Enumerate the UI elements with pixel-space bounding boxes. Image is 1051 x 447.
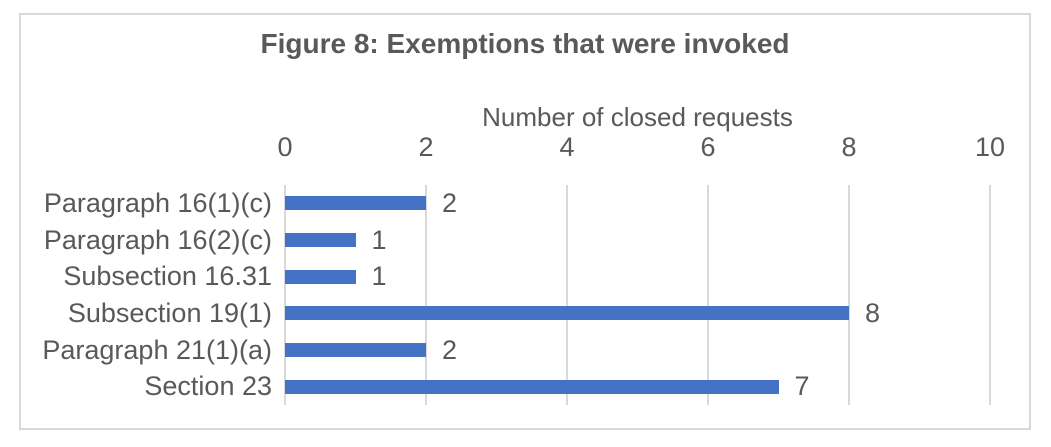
gridline (425, 185, 427, 405)
x-tick-label: 2 (418, 132, 434, 162)
bar-row: 2 (285, 332, 990, 369)
bar-value-label: 2 (442, 334, 458, 365)
bar-row: 1 (285, 258, 990, 295)
bar (285, 342, 426, 357)
bar (285, 232, 356, 247)
category-label: Section 23 (144, 371, 272, 402)
bar (285, 196, 426, 211)
gridline (989, 185, 991, 405)
x-tick-label: 4 (559, 132, 575, 162)
category-label: Subsection 16.31 (63, 261, 272, 292)
bar-value-label: 8 (865, 298, 881, 328)
bar-row: 7 (285, 368, 990, 405)
x-tick-label: 0 (277, 132, 293, 162)
bar (285, 306, 849, 321)
plot-area: 2 1 1 8 2 7 (284, 185, 991, 405)
bar-row: 1 (285, 222, 990, 259)
x-axis-title: Number of closed requests (482, 102, 793, 132)
x-tick-label: 6 (700, 132, 716, 162)
bar-row: 2 (285, 185, 990, 222)
bar-value-label: 1 (371, 261, 387, 292)
category-labels: Paragraph 16(1)(c) Paragraph 16(2)(c) Subs… (21, 185, 272, 405)
gridline (566, 185, 568, 405)
bar-chart: Figure 8: Exemptions that were invoked N… (19, 13, 1031, 430)
x-tick-label: 8 (841, 132, 857, 162)
bar-value-label: 7 (794, 371, 810, 402)
gridline (848, 185, 850, 405)
category-label: Paragraph 16(1)(c) (43, 188, 272, 218)
category-label: Paragraph 16(2)(c) (43, 224, 272, 255)
x-tick-label: 10 (974, 132, 1006, 162)
bar-value-label: 2 (442, 188, 458, 218)
category-label: Paragraph 21(1)(a) (42, 334, 272, 365)
chart-title: Figure 8: Exemptions that were invoked (260, 28, 790, 59)
bar-row: 8 (285, 295, 990, 332)
gridline (707, 185, 709, 405)
bar-value-label: 1 (371, 224, 387, 255)
category-label: Subsection 19(1) (67, 298, 272, 328)
bar (285, 379, 779, 394)
gridline (284, 185, 286, 405)
bar (285, 269, 356, 284)
